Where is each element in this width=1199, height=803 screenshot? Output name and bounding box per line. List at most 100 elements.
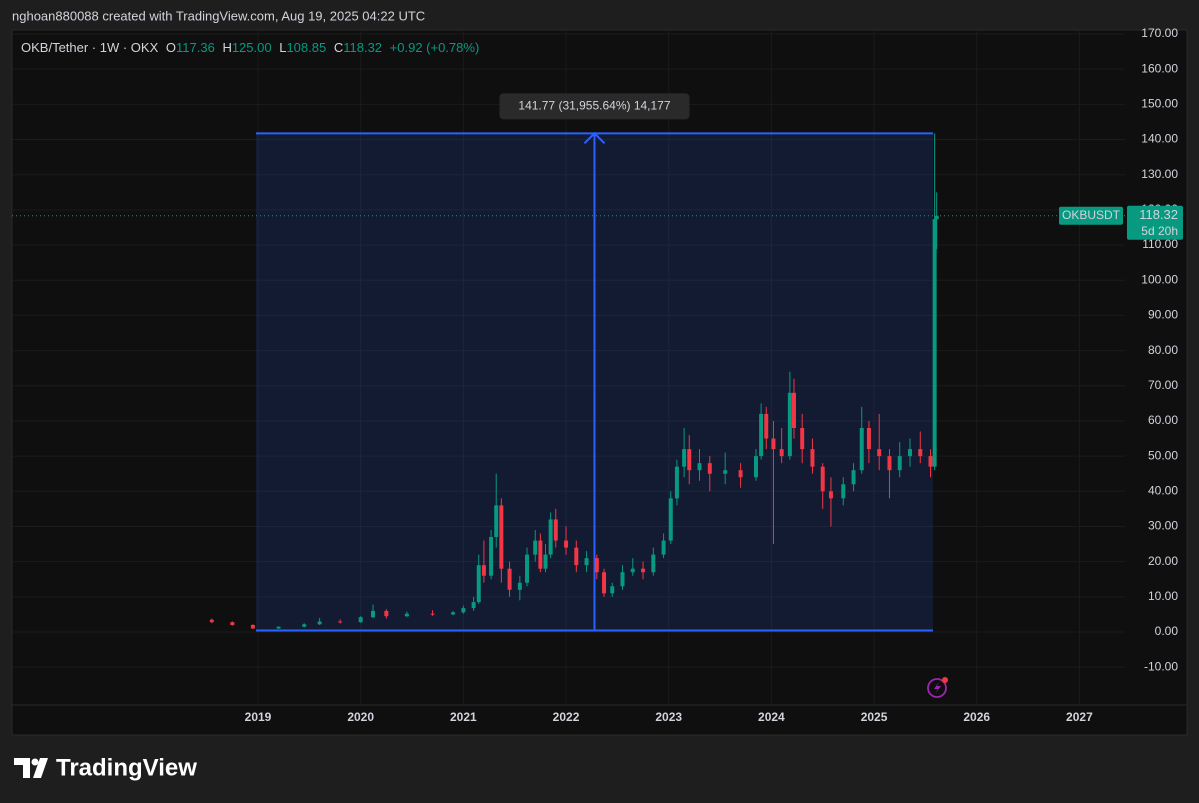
candle-body: [866, 427, 871, 450]
candle-body: [787, 392, 792, 457]
y-tick-label: 60.00: [1148, 413, 1178, 427]
legend-value: 118.32: [343, 40, 382, 55]
candle-body: [302, 624, 307, 627]
y-tick-label: 110.00: [1142, 237, 1178, 251]
y-tick-label: 40.00: [1148, 483, 1178, 497]
logo-mark: [31, 758, 39, 766]
legend-symbol: OKB/Tether · 1W · OKX: [21, 40, 159, 55]
alert-icon: [927, 677, 948, 698]
symbol-tag-text: OKBUSDT: [1062, 208, 1121, 222]
legend-key: O: [166, 40, 176, 55]
logo-mark: [14, 758, 30, 778]
candle-body: [810, 449, 815, 467]
alert-bolt: [934, 682, 941, 694]
candle-body: [682, 449, 687, 467]
candle-body: [476, 565, 481, 603]
measure-label: 141.77 (31,955.64%) 14,177: [518, 98, 670, 112]
candle-body: [620, 572, 625, 587]
candle-body: [602, 572, 607, 594]
x-tick-label: 2025: [861, 710, 888, 724]
candle-body: [564, 540, 569, 548]
candle-body: [859, 427, 864, 471]
candle-body: [759, 413, 764, 457]
candle-body: [897, 456, 902, 471]
y-tick-label: 10.00: [1148, 589, 1178, 603]
candle-body: [932, 219, 937, 467]
x-tick-label: 2024: [758, 710, 785, 724]
candle-body: [928, 456, 933, 467]
candle-body: [533, 540, 538, 555]
y-tick-label: 50.00: [1148, 448, 1178, 462]
candle-body: [668, 498, 673, 541]
candle-body: [697, 463, 702, 471]
candle-body: [451, 612, 456, 615]
candle-body: [584, 558, 589, 566]
legend-value: 125.00: [232, 40, 272, 55]
candle-body: [877, 449, 882, 457]
candle-body: [494, 505, 499, 538]
candle-body: [209, 619, 214, 623]
legend-change: +0.92 (+0.78%): [390, 40, 480, 55]
candle-body: [651, 554, 656, 573]
candle-body: [230, 622, 235, 625]
legend: OKB/Tether · 1W · OKX O117.36 H125.00 L1…: [21, 40, 479, 55]
alert-circle: [927, 678, 947, 698]
y-tick-label: 90.00: [1148, 308, 1178, 322]
candle-body: [779, 449, 784, 457]
candle-body: [499, 505, 504, 569]
price-tag-countdown: 5d 20h: [1141, 224, 1178, 238]
candle-body: [661, 540, 666, 555]
y-tick-label: 160.00: [1141, 61, 1178, 75]
price-tag: [1127, 205, 1183, 240]
candle-body: [934, 215, 939, 220]
y-tick-label: 70.00: [1148, 378, 1178, 392]
candle-body: [538, 540, 543, 569]
candle-body: [918, 449, 923, 457]
x-tick-label: 2027: [1066, 710, 1093, 724]
x-tick-label: 2019: [245, 710, 272, 724]
candle-body: [828, 491, 833, 499]
candle-body: [887, 456, 892, 471]
y-tick-label: 140.00: [1141, 132, 1178, 146]
y-tick-label: 20.00: [1148, 554, 1178, 568]
candle-body: [841, 484, 846, 499]
candle-body: [358, 617, 363, 623]
x-tick-label: 2021: [450, 710, 477, 724]
logo-mark: [33, 758, 48, 778]
candle-body: [738, 470, 743, 478]
price-tag-value: 118.32: [1139, 207, 1178, 222]
candle-body: [771, 438, 776, 450]
candle-body: [687, 449, 692, 471]
y-tick-label: 80.00: [1148, 343, 1178, 357]
candle-body: [371, 610, 376, 618]
candle-body: [723, 470, 728, 474]
candle-body: [430, 613, 435, 615]
candle-body: [250, 624, 255, 629]
candle-body: [404, 613, 409, 617]
y-tick-label: 130.00: [1141, 167, 1178, 181]
measure-arrowhead: [583, 131, 606, 145]
candle-body: [800, 427, 805, 450]
y-tick-label: 170.00: [1141, 26, 1178, 40]
candle-body: [548, 519, 553, 555]
candle-body: [338, 621, 343, 623]
candle-body: [489, 537, 494, 576]
candle-body: [764, 413, 769, 439]
brand-logo: [14, 758, 48, 778]
chart-panel: [11, 29, 1188, 736]
legend-value: 108.85: [286, 40, 326, 55]
x-tick-label: 2026: [963, 710, 990, 724]
x-tick-label: 2020: [347, 710, 374, 724]
legend-value: 117.36: [176, 40, 215, 55]
candle-body: [461, 608, 466, 613]
legend-key: L: [279, 40, 286, 55]
x-tick-label: 2023: [655, 710, 682, 724]
symbol-tag: [1059, 206, 1123, 225]
candle-body: [317, 621, 322, 625]
caption: nghoan880088 created with TradingView.co…: [12, 8, 425, 23]
candle-body: [630, 568, 635, 573]
candle-body: [481, 565, 486, 576]
candle-body: [574, 547, 579, 566]
